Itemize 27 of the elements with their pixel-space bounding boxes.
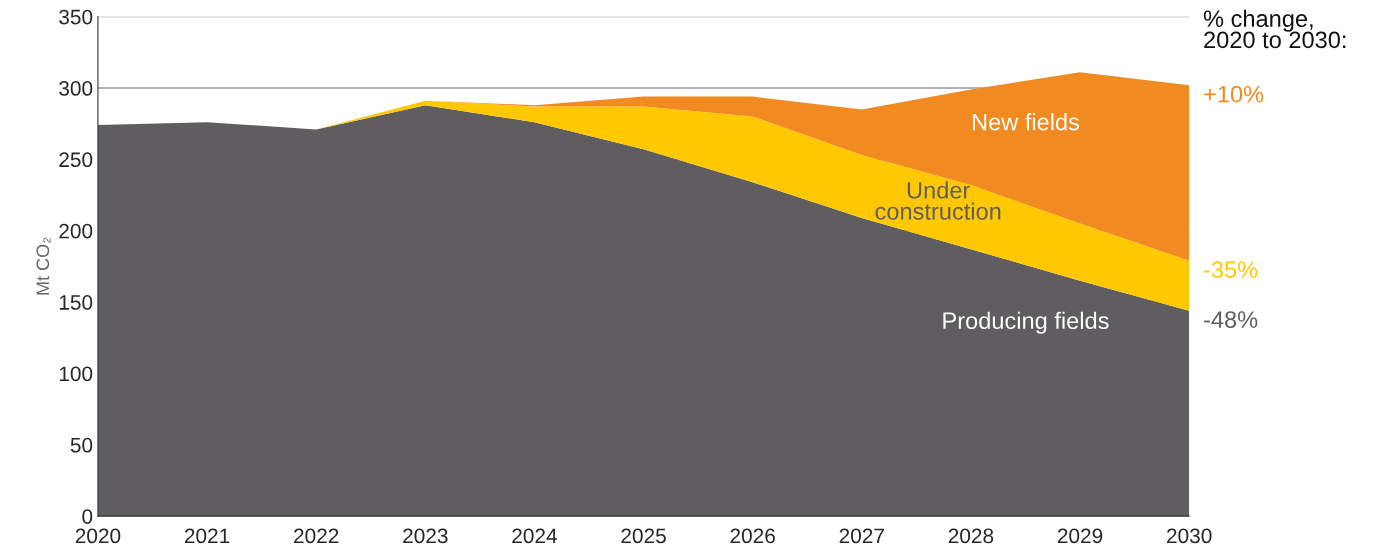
x-tick-label: 2027 — [839, 528, 884, 544]
text: -48% — [1204, 311, 1258, 328]
x-tick-label: 2022 — [294, 528, 339, 544]
y-axis-title: Mt CO₂ — [36, 237, 51, 295]
y-tick-label: 350 — [59, 9, 93, 25]
y-tick-label: 100 — [59, 366, 93, 382]
y-tick-label: 300 — [59, 81, 93, 96]
text: -35% — [1204, 261, 1258, 279]
y-tick-label: 50 — [70, 437, 93, 453]
text: % change, 2020 to 2030: — [1203, 9, 1346, 49]
x-tick-label: 2024 — [512, 528, 557, 544]
series-label: Producing fields — [943, 311, 1109, 334]
y-tick-label: 0 — [82, 509, 93, 524]
x-tick-label: 2020 — [75, 528, 121, 544]
text: +10% — [1204, 85, 1264, 103]
x-tick-label: 2025 — [621, 528, 666, 544]
x-tick-label: 2030 — [1167, 528, 1212, 544]
y-tick-label: 250 — [59, 152, 93, 168]
series-label: New fields — [972, 113, 1080, 131]
y-tick-label: 200 — [59, 223, 93, 239]
x-tick-label: 2028 — [948, 528, 994, 544]
series-label: Under construction — [875, 181, 1001, 220]
x-tick-label: 2029 — [1057, 528, 1103, 544]
y-tick-label: 150 — [59, 295, 93, 310]
x-tick-label: 2026 — [730, 528, 775, 544]
x-tick-label: 2021 — [184, 528, 230, 544]
x-tick-label: 2023 — [403, 528, 448, 544]
